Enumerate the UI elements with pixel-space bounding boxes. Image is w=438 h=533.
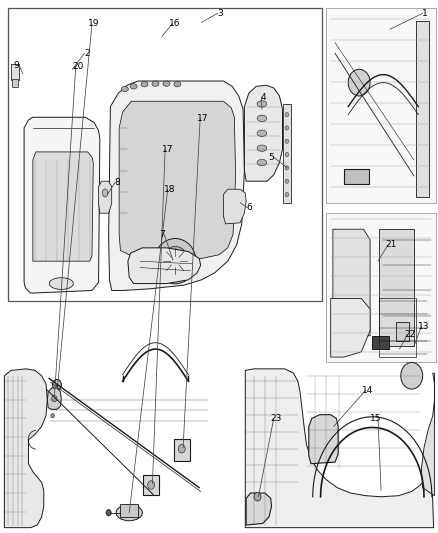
- Bar: [396, 322, 409, 341]
- Text: 16: 16: [169, 20, 180, 28]
- Polygon shape: [4, 369, 47, 528]
- Ellipse shape: [163, 81, 170, 86]
- Circle shape: [106, 510, 111, 516]
- Circle shape: [254, 492, 261, 501]
- Ellipse shape: [141, 82, 148, 87]
- Circle shape: [401, 362, 423, 389]
- Text: 4: 4: [261, 93, 266, 101]
- Bar: [372, 336, 389, 349]
- Ellipse shape: [162, 246, 188, 276]
- Text: 22: 22: [404, 330, 415, 339]
- Ellipse shape: [174, 82, 181, 87]
- Polygon shape: [109, 81, 244, 290]
- Bar: [74, 398, 195, 498]
- Text: 20: 20: [72, 62, 84, 71]
- Bar: [379, 298, 416, 357]
- Circle shape: [285, 192, 289, 197]
- Ellipse shape: [102, 189, 108, 197]
- Ellipse shape: [130, 84, 137, 89]
- Bar: [416, 21, 429, 197]
- Polygon shape: [309, 415, 338, 464]
- Circle shape: [348, 69, 370, 96]
- Ellipse shape: [170, 255, 180, 267]
- Bar: [174, 439, 190, 461]
- Polygon shape: [245, 369, 434, 528]
- Text: 5: 5: [268, 153, 275, 161]
- Polygon shape: [24, 117, 100, 293]
- Polygon shape: [33, 152, 93, 261]
- Text: 2: 2: [84, 49, 89, 58]
- Text: 17: 17: [197, 114, 208, 123]
- Text: 9: 9: [14, 61, 20, 69]
- Bar: [12, 79, 18, 87]
- Polygon shape: [223, 189, 246, 224]
- Circle shape: [178, 445, 185, 453]
- Polygon shape: [421, 373, 434, 496]
- Ellipse shape: [257, 101, 267, 107]
- Text: 8: 8: [114, 178, 120, 187]
- Bar: [326, 8, 436, 203]
- Circle shape: [51, 414, 54, 418]
- Text: 7: 7: [159, 230, 165, 239]
- Polygon shape: [333, 229, 370, 336]
- Circle shape: [285, 152, 289, 157]
- Bar: [379, 229, 414, 346]
- Text: 3: 3: [217, 9, 223, 18]
- Text: 15: 15: [370, 414, 381, 423]
- Circle shape: [285, 139, 289, 143]
- Bar: [283, 104, 291, 203]
- Ellipse shape: [121, 86, 128, 92]
- Ellipse shape: [257, 115, 267, 122]
- Ellipse shape: [116, 505, 142, 521]
- Polygon shape: [331, 298, 370, 357]
- Bar: [120, 504, 138, 517]
- Polygon shape: [99, 181, 112, 213]
- Ellipse shape: [257, 130, 267, 136]
- Circle shape: [285, 166, 289, 170]
- Bar: [326, 213, 436, 362]
- Circle shape: [52, 395, 57, 402]
- Polygon shape: [128, 248, 201, 284]
- Circle shape: [285, 179, 289, 183]
- Text: 14: 14: [362, 386, 374, 394]
- Text: 17: 17: [162, 145, 173, 154]
- Ellipse shape: [152, 81, 159, 86]
- Ellipse shape: [257, 145, 267, 151]
- Bar: [8, 8, 322, 301]
- Ellipse shape: [154, 239, 196, 284]
- Text: 21: 21: [385, 240, 396, 248]
- Polygon shape: [244, 85, 283, 181]
- Polygon shape: [246, 493, 272, 525]
- Ellipse shape: [257, 159, 267, 166]
- Bar: [344, 169, 369, 184]
- Text: 13: 13: [418, 322, 429, 330]
- Polygon shape: [47, 388, 61, 409]
- Text: 1: 1: [422, 9, 428, 18]
- Circle shape: [285, 112, 289, 117]
- Bar: [143, 475, 159, 495]
- Polygon shape: [119, 101, 236, 259]
- Circle shape: [53, 379, 61, 390]
- Text: 6: 6: [247, 204, 253, 212]
- Circle shape: [285, 126, 289, 130]
- Text: 23: 23: [270, 414, 282, 423]
- Bar: [4, 368, 239, 530]
- Ellipse shape: [49, 278, 74, 289]
- Circle shape: [148, 481, 155, 489]
- Bar: [11, 64, 19, 80]
- Text: 18: 18: [164, 185, 176, 193]
- Bar: [337, 321, 356, 333]
- Text: 19: 19: [88, 20, 100, 28]
